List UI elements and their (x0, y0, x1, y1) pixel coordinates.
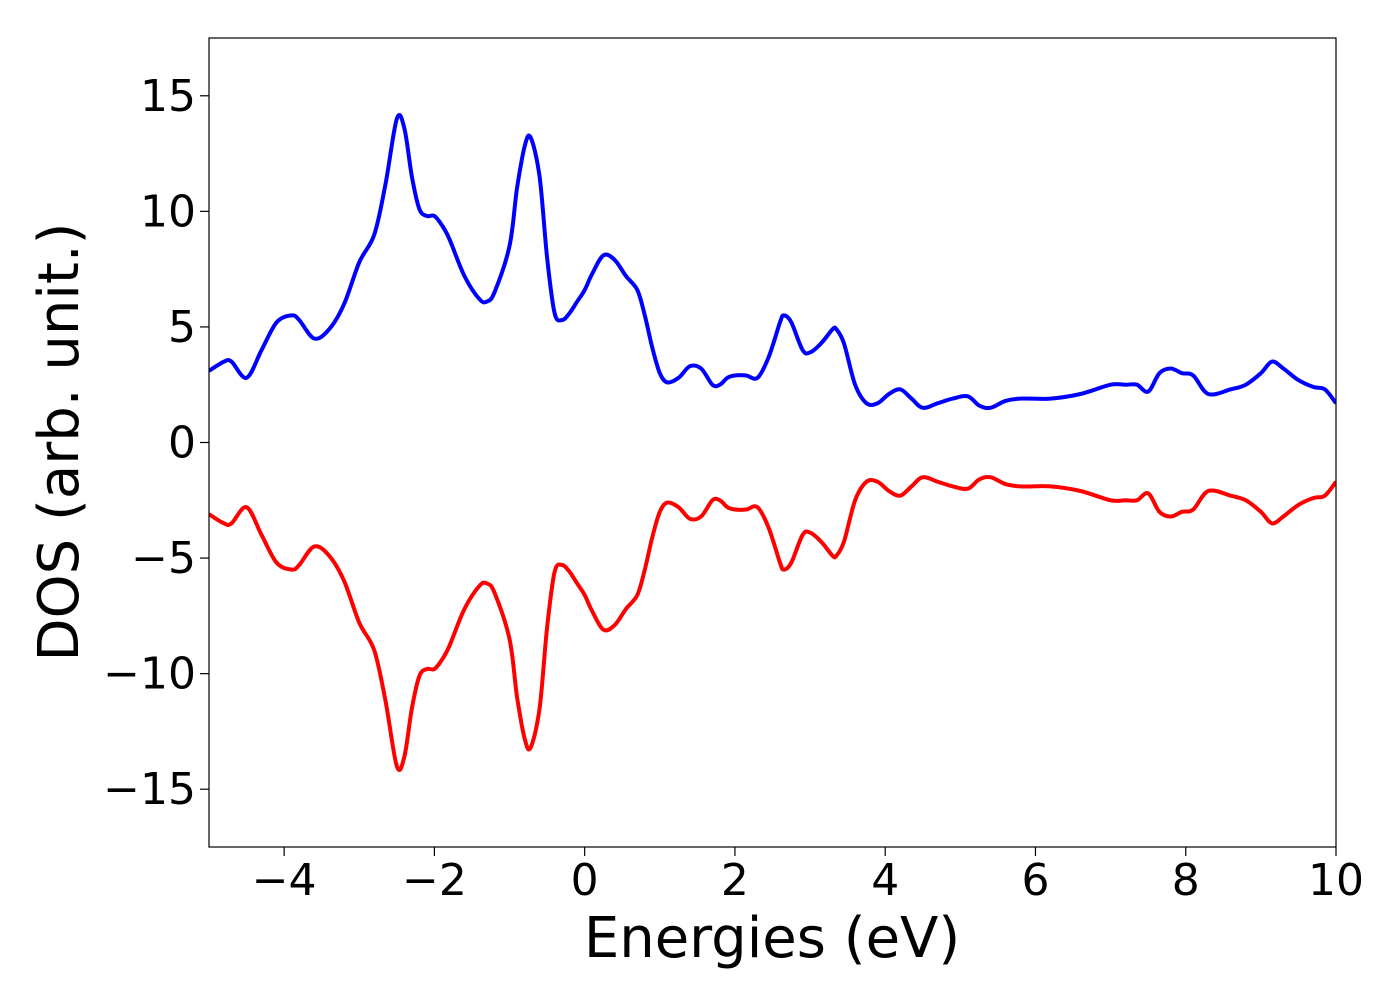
series-line-1 (209, 113, 1336, 411)
y-tick-label: 0 (168, 418, 196, 469)
plot-frame (208, 37, 1337, 848)
x-axis-label: Energies (eV) (584, 906, 960, 971)
y-axis: 15 10 5 0 −5 −10 −15 (103, 71, 209, 815)
x-tick-label: 2 (721, 855, 749, 906)
x-tick-label: 10 (1308, 855, 1364, 906)
series-layer (209, 113, 1336, 772)
series-line-2 (209, 474, 1336, 772)
x-axis: −4 −2 0 2 4 6 8 10 (252, 847, 1364, 906)
y-tick-label: 15 (140, 71, 196, 122)
y-axis-label: DOS (arb. unit.) (27, 222, 92, 661)
y-tick-label: −15 (103, 764, 196, 815)
y-tick-label: −5 (131, 533, 196, 584)
y-tick-label: 5 (168, 302, 196, 353)
x-tick-label: 4 (871, 855, 899, 906)
y-tick-label: 10 (140, 186, 196, 237)
x-tick-label: 6 (1021, 855, 1049, 906)
y-tick-label: −10 (103, 649, 196, 700)
x-tick-label: 0 (571, 855, 599, 906)
x-tick-label: 8 (1172, 855, 1200, 906)
x-tick-label: −4 (252, 855, 317, 906)
x-tick-label: −2 (402, 855, 467, 906)
